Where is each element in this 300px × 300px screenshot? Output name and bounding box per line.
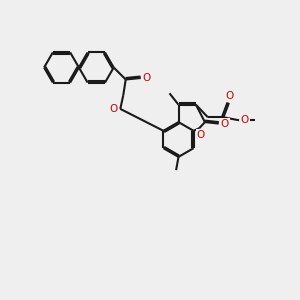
Text: O: O bbox=[196, 130, 205, 140]
Text: O: O bbox=[110, 104, 118, 115]
Text: O: O bbox=[241, 115, 249, 125]
Text: O: O bbox=[225, 91, 234, 101]
Text: O: O bbox=[142, 73, 151, 83]
Text: O: O bbox=[220, 118, 229, 129]
